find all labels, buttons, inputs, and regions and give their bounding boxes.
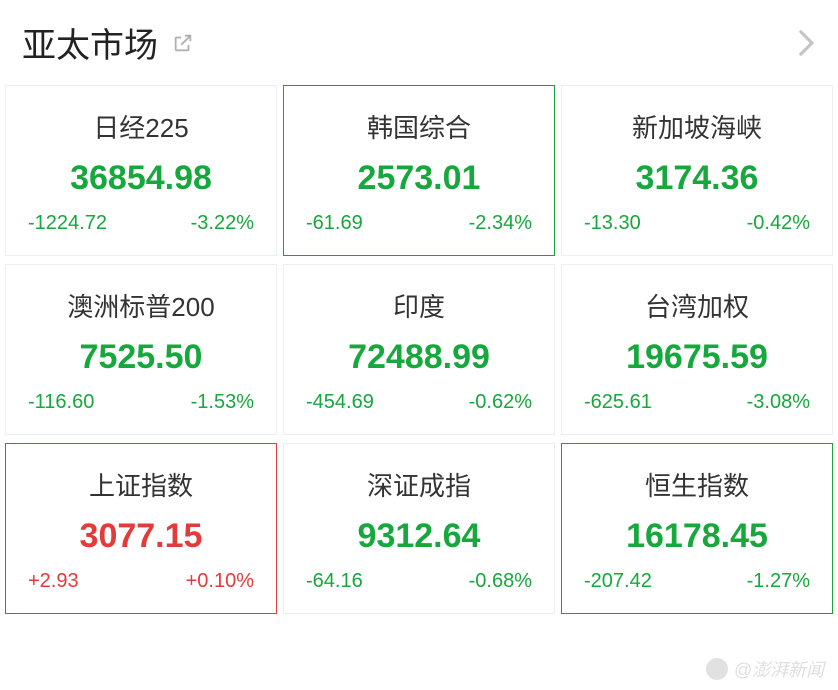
market-change-abs: +2.93 [28,570,79,593]
market-changes: +2.93 +0.10% [22,570,260,593]
market-changes: -207.42 -1.27% [578,570,816,593]
share-icon[interactable] [172,32,194,54]
market-change-abs: -13.30 [584,212,641,235]
market-name: 印度 [300,287,538,324]
market-change-abs: -64.16 [306,570,363,593]
market-change-pct: -0.62% [469,391,532,414]
market-name: 韩国综合 [300,108,538,145]
header: 亚太市场 [0,0,838,81]
market-value: 7525.50 [22,338,260,377]
market-card-kospi[interactable]: 韩国综合 2573.01 -61.69 -2.34% [283,85,555,256]
market-change-abs: -454.69 [306,391,374,414]
market-change-pct: -3.08% [747,391,810,414]
watermark-text: @澎湃新闻 [734,656,824,682]
market-changes: -454.69 -0.62% [300,391,538,414]
market-name: 澳洲标普200 [22,287,260,324]
market-name: 台湾加权 [578,287,816,324]
header-left: 亚太市场 [22,18,194,67]
market-card-ssec[interactable]: 上证指数 3077.15 +2.93 +0.10% [5,443,277,614]
market-value: 16178.45 [578,517,816,556]
market-changes: -13.30 -0.42% [578,212,816,235]
market-change-pct: -2.34% [469,212,532,235]
page-title: 亚太市场 [22,18,158,67]
market-grid: 日经225 36854.98 -1224.72 -3.22% 韩国综合 2573.01 -6… [0,81,838,618]
market-change-pct: +0.10% [186,570,254,593]
market-change-pct: -0.42% [747,212,810,235]
market-card-sti[interactable]: 新加坡海峡 3174.36 -13.30 -0.42% [561,85,833,256]
market-change-pct: -1.27% [747,570,810,593]
market-changes: -625.61 -3.08% [578,391,816,414]
market-value: 9312.64 [300,517,538,556]
watermark: @澎湃新闻 [706,656,824,682]
market-card-sensex[interactable]: 印度 72488.99 -454.69 -0.62% [283,264,555,435]
market-name: 新加坡海峡 [578,108,816,145]
market-changes: -64.16 -0.68% [300,570,538,593]
market-change-pct: -0.68% [469,570,532,593]
market-change-abs: -116.60 [28,391,94,414]
market-card-hsi[interactable]: 恒生指数 16178.45 -207.42 -1.27% [561,443,833,614]
market-card-twse[interactable]: 台湾加权 19675.59 -625.61 -3.08% [561,264,833,435]
market-change-pct: -3.22% [191,212,254,235]
market-value: 3077.15 [22,517,260,556]
market-name: 上证指数 [22,466,260,503]
market-value: 72488.99 [300,338,538,377]
market-change-abs: -207.42 [584,570,652,593]
market-name: 深证成指 [300,466,538,503]
market-value: 3174.36 [578,159,816,198]
market-change-abs: -1224.72 [28,212,107,235]
market-changes: -61.69 -2.34% [300,212,538,235]
market-change-pct: -1.53% [191,391,254,414]
market-card-asx200[interactable]: 澳洲标普200 7525.50 -116.60 -1.53% [5,264,277,435]
market-changes: -116.60 -1.53% [22,391,260,414]
watermark-avatar [706,658,728,680]
market-value: 19675.59 [578,338,816,377]
chevron-right-icon[interactable] [798,29,816,57]
market-value: 36854.98 [22,159,260,198]
market-card-szse[interactable]: 深证成指 9312.64 -64.16 -0.68% [283,443,555,614]
market-change-abs: -61.69 [306,212,363,235]
market-change-abs: -625.61 [584,391,652,414]
market-card-nikkei225[interactable]: 日经225 36854.98 -1224.72 -3.22% [5,85,277,256]
market-value: 2573.01 [300,159,538,198]
market-changes: -1224.72 -3.22% [22,212,260,235]
market-name: 日经225 [22,108,260,145]
market-name: 恒生指数 [578,466,816,503]
